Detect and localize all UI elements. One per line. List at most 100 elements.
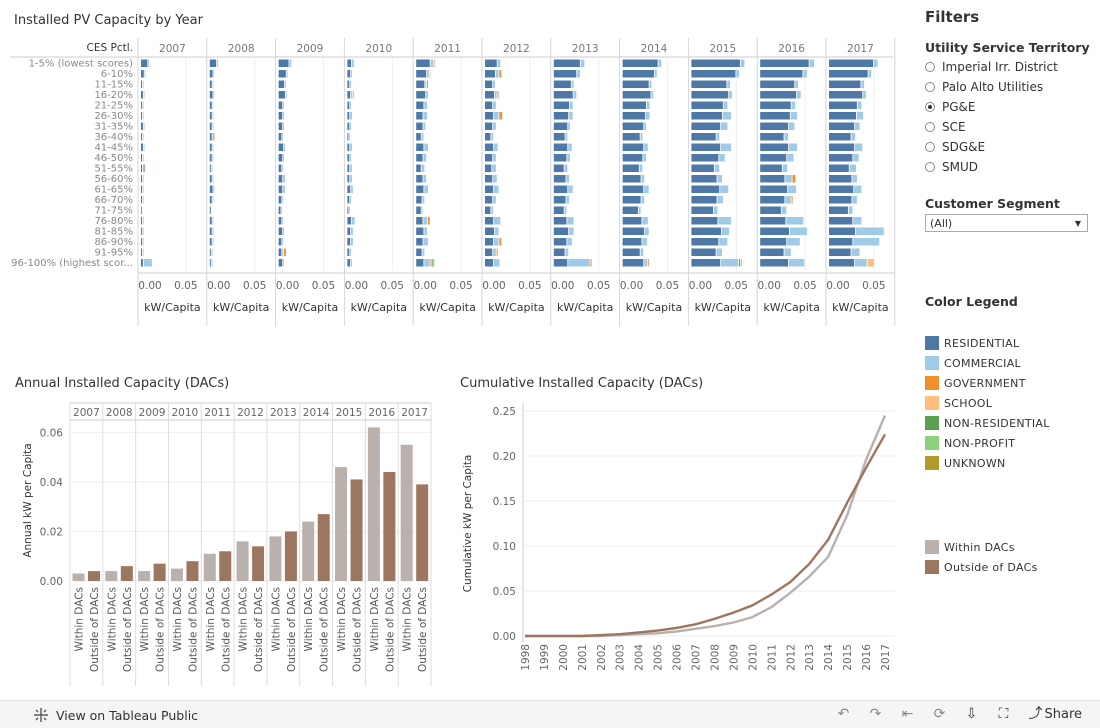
download-icon[interactable]: ⇩: [965, 706, 978, 722]
bar-commercial: [423, 112, 428, 120]
x-tick-label: 2009: [728, 644, 740, 671]
bar-commercial: [719, 238, 728, 246]
view-on-tableau-label: View on Tableau Public: [56, 707, 199, 723]
territory-option-1[interactable]: Palo Alto Utilities: [925, 77, 1095, 97]
undo-icon[interactable]: ↶: [837, 706, 850, 722]
bar-commercial: [142, 80, 144, 88]
bar-residential: [278, 206, 281, 214]
bar-residential: [691, 70, 736, 78]
redo-icon[interactable]: ↷: [869, 706, 882, 722]
color-legend-item-2[interactable]: GOVERNMENT: [925, 373, 1095, 393]
y-tick-label: 0.06: [40, 427, 64, 439]
row-label: 81-85%: [94, 227, 133, 238]
bar-outside-of-dacs: [153, 563, 166, 581]
bar-residential: [622, 185, 644, 193]
x-tick-label: 0.05: [312, 280, 335, 292]
bar-residential: [485, 80, 493, 88]
bar-residential: [347, 91, 351, 99]
x-tick-label: 2017: [880, 644, 892, 671]
bar-residential: [691, 91, 729, 99]
color-legend-item-0[interactable]: RESIDENTIAL: [925, 333, 1095, 353]
bar-commercial: [649, 80, 652, 88]
bar-residential: [278, 133, 282, 141]
bar-commercial: [350, 185, 353, 193]
bar-commercial: [642, 238, 647, 246]
bar-commercial: [142, 101, 144, 109]
bar-residential: [553, 80, 571, 88]
legend-label: NON-PROFIT: [944, 436, 1016, 450]
bar-commercial: [786, 217, 804, 225]
bar-residential: [278, 101, 283, 109]
territory-option-3[interactable]: SCE: [925, 117, 1095, 137]
bar-commercial: [142, 112, 144, 120]
bar-commercial: [493, 80, 495, 88]
x-axis-label: kW/Capita: [488, 301, 544, 314]
bar-residential: [622, 80, 649, 88]
territory-option-2[interactable]: PG&E: [925, 97, 1095, 117]
bar-commercial: [855, 122, 860, 130]
bar-outside-of-dacs: [120, 566, 133, 581]
row-label: 16-20%: [94, 90, 133, 101]
share-button[interactable]: ⤴ Share: [1026, 706, 1082, 722]
bar-commercial: [803, 70, 807, 78]
dac-legend-item-0[interactable]: Within DACs: [925, 537, 1095, 557]
bar-commercial: [857, 101, 862, 109]
row-label: 31-35%: [94, 122, 133, 133]
dac-legend-item-1[interactable]: Outside of DACs: [925, 557, 1095, 577]
color-legend-item-6[interactable]: UNKNOWN: [925, 453, 1095, 473]
x-axis-label: kW/Capita: [213, 301, 269, 314]
color-legend-item-5[interactable]: NON-PROFIT: [925, 433, 1095, 453]
x-axis-label: kW/Capita: [144, 301, 200, 314]
bar-residential: [553, 70, 577, 78]
bar-commercial: [785, 196, 791, 204]
bar-residential: [829, 112, 857, 120]
x-tick-label: 0.00: [276, 280, 299, 292]
legend-swatch: [925, 560, 939, 574]
bar-commercial: [350, 164, 352, 172]
refresh-icon[interactable]: ⟳: [933, 706, 946, 722]
territory-option-5[interactable]: SMUD: [925, 157, 1095, 177]
category-header: 2014: [303, 407, 330, 419]
bar-residential: [760, 133, 784, 141]
bar-commercial: [851, 248, 860, 256]
x-tick-label: 2005: [653, 644, 665, 671]
bar-residential: [829, 59, 874, 67]
bar-residential: [347, 248, 350, 256]
bar-commercial: [568, 143, 572, 151]
y-tick-label: 0.04: [40, 477, 64, 489]
bar-residential: [209, 70, 213, 78]
bar-commercial: [788, 122, 795, 130]
bar-residential: [278, 227, 283, 235]
row-label: 91-95%: [94, 248, 133, 259]
bar-commercial: [493, 101, 496, 109]
category-header: 2016: [368, 407, 395, 419]
color-legend-item-3[interactable]: SCHOOL: [925, 393, 1095, 413]
bar-commercial: [349, 133, 351, 141]
bar-commercial: [571, 80, 574, 88]
x-tick-label: 2008: [709, 644, 721, 671]
bar-residential: [416, 248, 422, 256]
bar-residential: [829, 101, 857, 109]
bar-residential: [622, 70, 655, 78]
bar-residential: [691, 164, 714, 172]
revert-icon[interactable]: ⇤: [901, 706, 914, 722]
bar-residential: [141, 185, 142, 193]
bar-commercial: [286, 70, 288, 78]
x-tick-label: 2011: [766, 644, 778, 671]
row-label: 6-10%: [101, 69, 133, 80]
bar-category-label: Within DACs: [74, 587, 86, 651]
color-legend-item-4[interactable]: NON-RESIDENTIAL: [925, 413, 1095, 433]
bar-commercial: [282, 248, 284, 256]
territory-option-0[interactable]: Imperial Irr. District: [925, 57, 1095, 77]
bar-commercial: [493, 217, 501, 225]
fullscreen-icon[interactable]: ⛶: [998, 706, 1009, 722]
view-on-tableau-link[interactable]: View on Tableau Public: [33, 707, 198, 723]
bar-category-label: Within DACs: [402, 587, 414, 651]
color-legend-item-1[interactable]: COMMERCIAL: [925, 353, 1095, 373]
territory-option-4[interactable]: SDG&E: [925, 137, 1095, 157]
bar-commercial: [212, 122, 214, 130]
bar-government: [352, 91, 354, 99]
segment-dropdown[interactable]: (All) ▼: [925, 214, 1088, 232]
bar-commercial: [855, 227, 884, 235]
bar-commercial: [212, 143, 214, 151]
